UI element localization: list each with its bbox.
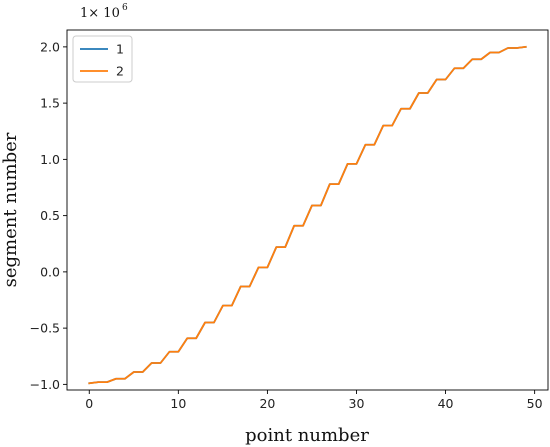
y-axis-offset-exponent: 6 xyxy=(122,3,128,13)
y-tick-label: −0.5 xyxy=(30,321,60,336)
y-tick-label: 0.0 xyxy=(40,264,60,279)
legend: 1 2 xyxy=(72,35,133,83)
legend-label-2: 2 xyxy=(116,64,124,79)
y-tick-label: 2.0 xyxy=(40,39,60,54)
x-tick-label: 0 xyxy=(85,396,93,411)
x-tick-label: 30 xyxy=(349,396,365,411)
x-tick-label: 40 xyxy=(438,396,454,411)
y-axis-title: segment number xyxy=(0,132,21,287)
x-tick-label: 10 xyxy=(170,396,186,411)
axis-ticks: 0 10 20 30 40 50 −1.0 −0.5 0.0 0.5 1.0 1.5 2.0 xyxy=(30,39,543,411)
legend-label-1: 1 xyxy=(116,42,124,57)
plot-area xyxy=(66,29,549,391)
series-line-2 xyxy=(88,45,527,385)
y-axis-offset-text: 1× 10 xyxy=(80,6,120,21)
y-tick-label: 1.5 xyxy=(40,96,60,111)
y-tick-label: 0.5 xyxy=(40,208,60,223)
series-group xyxy=(88,45,527,385)
x-tick-label: 20 xyxy=(259,396,275,411)
y-tick-label: −1.0 xyxy=(30,377,60,392)
x-tick-label: 50 xyxy=(527,396,543,411)
x-axis-title: point number xyxy=(245,425,369,446)
y-tick-label: 1.0 xyxy=(40,152,60,167)
